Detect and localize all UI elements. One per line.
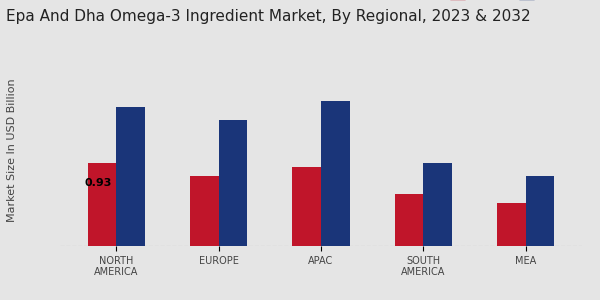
Bar (497, 203, 526, 246)
Bar (321, 101, 350, 246)
Legend: 2023, 2032: 2023, 2032 (450, 0, 576, 1)
Bar (88, 163, 116, 246)
Bar (292, 167, 321, 246)
Bar (526, 176, 554, 246)
Text: Market Size In USD Billion: Market Size In USD Billion (7, 78, 17, 222)
Bar (218, 120, 247, 246)
Text: Epa And Dha Omega-3 Ingredient Market, By Regional, 2023 & 2032: Epa And Dha Omega-3 Ingredient Market, B… (6, 9, 530, 24)
Bar (116, 107, 145, 246)
Bar (424, 164, 452, 246)
Bar (190, 176, 218, 246)
Bar (395, 194, 424, 246)
Text: 0.93: 0.93 (85, 178, 112, 188)
